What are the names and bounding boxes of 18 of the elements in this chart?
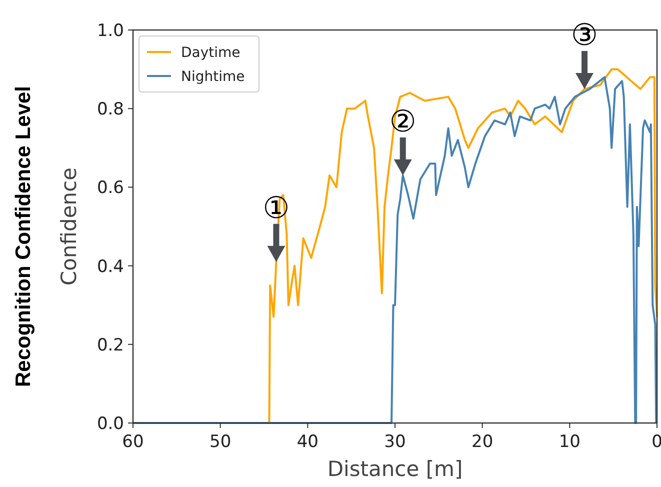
x-tick-label: 60 xyxy=(122,432,144,452)
text: Recognition Confidence Level xyxy=(12,86,35,388)
x-tick-label: 50 xyxy=(210,432,232,452)
y-tick-label: 1.0 xyxy=(96,21,124,41)
y-tick-label: 0.0 xyxy=(96,414,124,434)
y-axis-title: Confidence xyxy=(57,167,81,286)
x-tick-label: 0 xyxy=(652,432,661,452)
x-tick-label: 30 xyxy=(384,432,406,452)
legend-label: Nightime xyxy=(181,69,245,85)
y-tick-label: 0.8 xyxy=(96,100,124,120)
x-tick-label: 40 xyxy=(296,432,318,452)
x-tick-label: 20 xyxy=(472,432,494,452)
y-tick-label: 0.6 xyxy=(96,178,124,198)
legend-label: Daytime xyxy=(181,45,240,61)
x-tick-label: 10 xyxy=(558,432,580,452)
x-axis-title: Distance [m] xyxy=(327,457,463,481)
y-tick-label: 0.2 xyxy=(96,335,124,356)
y-tick-label: 0.4 xyxy=(96,256,124,277)
